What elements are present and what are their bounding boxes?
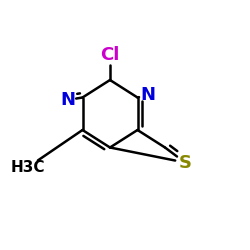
Text: N: N	[140, 86, 155, 104]
Text: H3C: H3C	[10, 160, 45, 175]
Text: S: S	[178, 154, 192, 172]
Text: Cl: Cl	[100, 46, 120, 64]
Text: N: N	[60, 91, 75, 109]
